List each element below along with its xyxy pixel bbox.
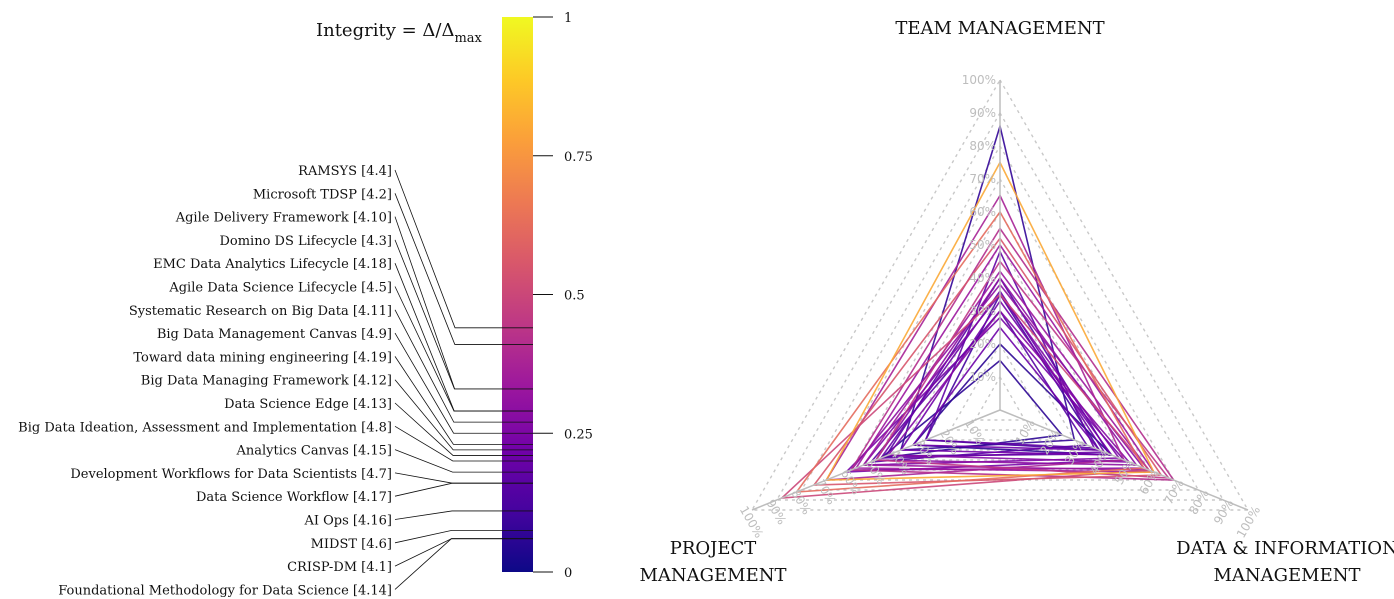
radar-series-line [911, 342, 1114, 456]
radar-axis-line [751, 409, 1001, 511]
axis-title-data-information-line2: MANAGEMENT [1213, 565, 1360, 586]
leader-line [394, 529, 533, 544]
method-label: Toward data mining engineering [4.19] [133, 350, 392, 365]
axis-title-project-management-line2: MANAGEMENT [639, 565, 786, 586]
method-label: Development Workflows for Data Scientist… [70, 467, 392, 482]
leader-line [394, 402, 533, 456]
radar-percent-label: 90% [764, 497, 789, 527]
leader-line [394, 239, 533, 390]
radar-series-line [924, 292, 1101, 451]
radar-percent-label: 10% [969, 370, 996, 384]
axis-title-project-management-line1: PROJECT [670, 538, 757, 559]
radar-grid-ring [800, 144, 1200, 491]
radar-axes [751, 80, 1249, 511]
radar-series-line [874, 276, 1138, 466]
colorbar-tick-label: 1 [564, 11, 572, 26]
radar-percent-label: 100% [737, 504, 766, 541]
method-label: Big Data Ideation, Assessment and Implem… [18, 420, 392, 435]
radar-percent-label: 20% [937, 427, 962, 457]
radar-grid-ring [825, 177, 1175, 481]
radar-series-line [824, 193, 1126, 481]
radar-percent-label: 90% [1211, 497, 1236, 527]
method-label: Agile Delivery Framework [4.10] [175, 211, 392, 226]
method-label: CRISP-DM [4.1] [287, 560, 392, 575]
leader-line [394, 425, 533, 462]
colorbar-title: Integrity = Δ/Δmax [316, 20, 483, 46]
radar-series-line [886, 309, 1131, 463]
method-label: RAMSYS [4.4] [298, 164, 392, 179]
method-label: Domino DS Lifecycle [4.3] [219, 234, 392, 249]
method-label: EMC Data Analytics Lifecycle [4.18] [153, 257, 392, 272]
method-label: Systematic Research on Big Data [4.11] [129, 304, 392, 319]
method-labels: RAMSYS [4.4] Microsoft TDSP [4.2] Agile De… [18, 164, 392, 598]
leader-line [394, 286, 533, 412]
radar-grid-ring [924, 309, 1076, 441]
radar-percent-label: 30% [969, 304, 996, 318]
leader-lines [394, 169, 533, 590]
leader-line [394, 193, 533, 345]
radar-percent-label: 60% [969, 205, 996, 219]
method-label: Analytics Canvas [4.15] [235, 444, 392, 459]
leader-line [394, 169, 533, 329]
colorbar-tick-label: 0.75 [564, 150, 593, 165]
method-label: MIDST [4.6] [311, 537, 392, 552]
radar-percent-label: 40% [969, 271, 996, 285]
method-label: Big Data Managing Framework [4.12] [141, 374, 392, 389]
leader-line [394, 510, 533, 520]
radar-grid-ring [949, 342, 1051, 431]
colorbar-tick-label: 0.25 [564, 427, 593, 442]
radar-axis-line [999, 409, 1249, 511]
method-label: Data Science Workflow [4.17] [196, 490, 392, 505]
colorbar-tick-label: 0.5 [564, 289, 585, 304]
method-label: Agile Data Science Lifecycle [4.5] [168, 281, 392, 296]
radar-percent-label: 80% [969, 139, 996, 153]
radar-series-line [874, 260, 1171, 479]
axis-title-team-management: TEAM MANAGEMENT [895, 18, 1104, 39]
radar-percent-label: 100% [962, 73, 996, 87]
colorbar-ticks: 0 0.25 0.5 0.75 1 [533, 11, 593, 581]
method-label: Big Data Management Canvas [4.9] [157, 327, 392, 342]
axis-title-data-information-line1: DATA & INFORMATION [1176, 538, 1394, 559]
method-label: Foundational Methodology for Data Scienc… [58, 583, 392, 598]
radar-percent-label: 80% [1186, 487, 1211, 517]
radar-grid-ring [849, 210, 1151, 471]
radar-percent-label: 70% [1161, 477, 1186, 507]
colorbar [502, 17, 533, 572]
radar-series-line [825, 160, 1156, 481]
leader-line [394, 379, 533, 451]
radar-percent-label: 50% [969, 238, 996, 252]
leader-line [394, 482, 533, 497]
radar-percent-label: 70% [813, 477, 838, 507]
leader-line [394, 332, 533, 434]
radar-series-line [794, 210, 1146, 493]
radar-series [779, 123, 1176, 499]
radar-percent-label: 100% [1234, 504, 1263, 541]
method-label: Microsoft TDSP [4.2] [253, 187, 392, 202]
colorbar-tick-label: 0 [564, 566, 572, 581]
leader-line [394, 309, 533, 423]
radar-grid-ring [874, 243, 1126, 461]
radar-grid-ring [750, 78, 1250, 511]
radar-series-line [779, 293, 1151, 499]
radar-percent-label: 70% [969, 172, 996, 186]
radar-percent-label: 20% [969, 337, 996, 351]
method-label: AI Ops [4.16] [303, 514, 392, 529]
leader-line [394, 538, 533, 590]
radar-series-line [911, 326, 1101, 451]
leader-line [394, 356, 533, 445]
radar-percent-label: 90% [969, 106, 996, 120]
method-label: Data Science Edge [4.13] [224, 397, 392, 412]
leader-line [394, 449, 533, 473]
radar-series-line [869, 309, 1089, 463]
